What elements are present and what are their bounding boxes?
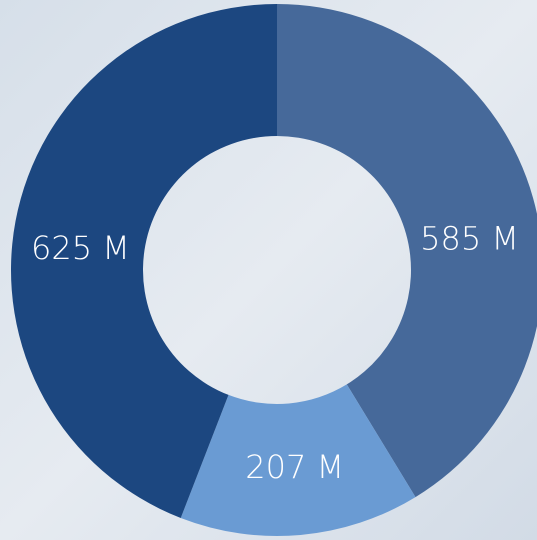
chart: 585 M 207 M 625 M: [0, 0, 537, 540]
data-label: 585 M: [420, 219, 519, 257]
data-label: 625 M: [31, 229, 130, 267]
page: {"chart_data": {"type": "donut", "values…: [0, 0, 537, 540]
data-label: 207 M: [245, 448, 344, 486]
